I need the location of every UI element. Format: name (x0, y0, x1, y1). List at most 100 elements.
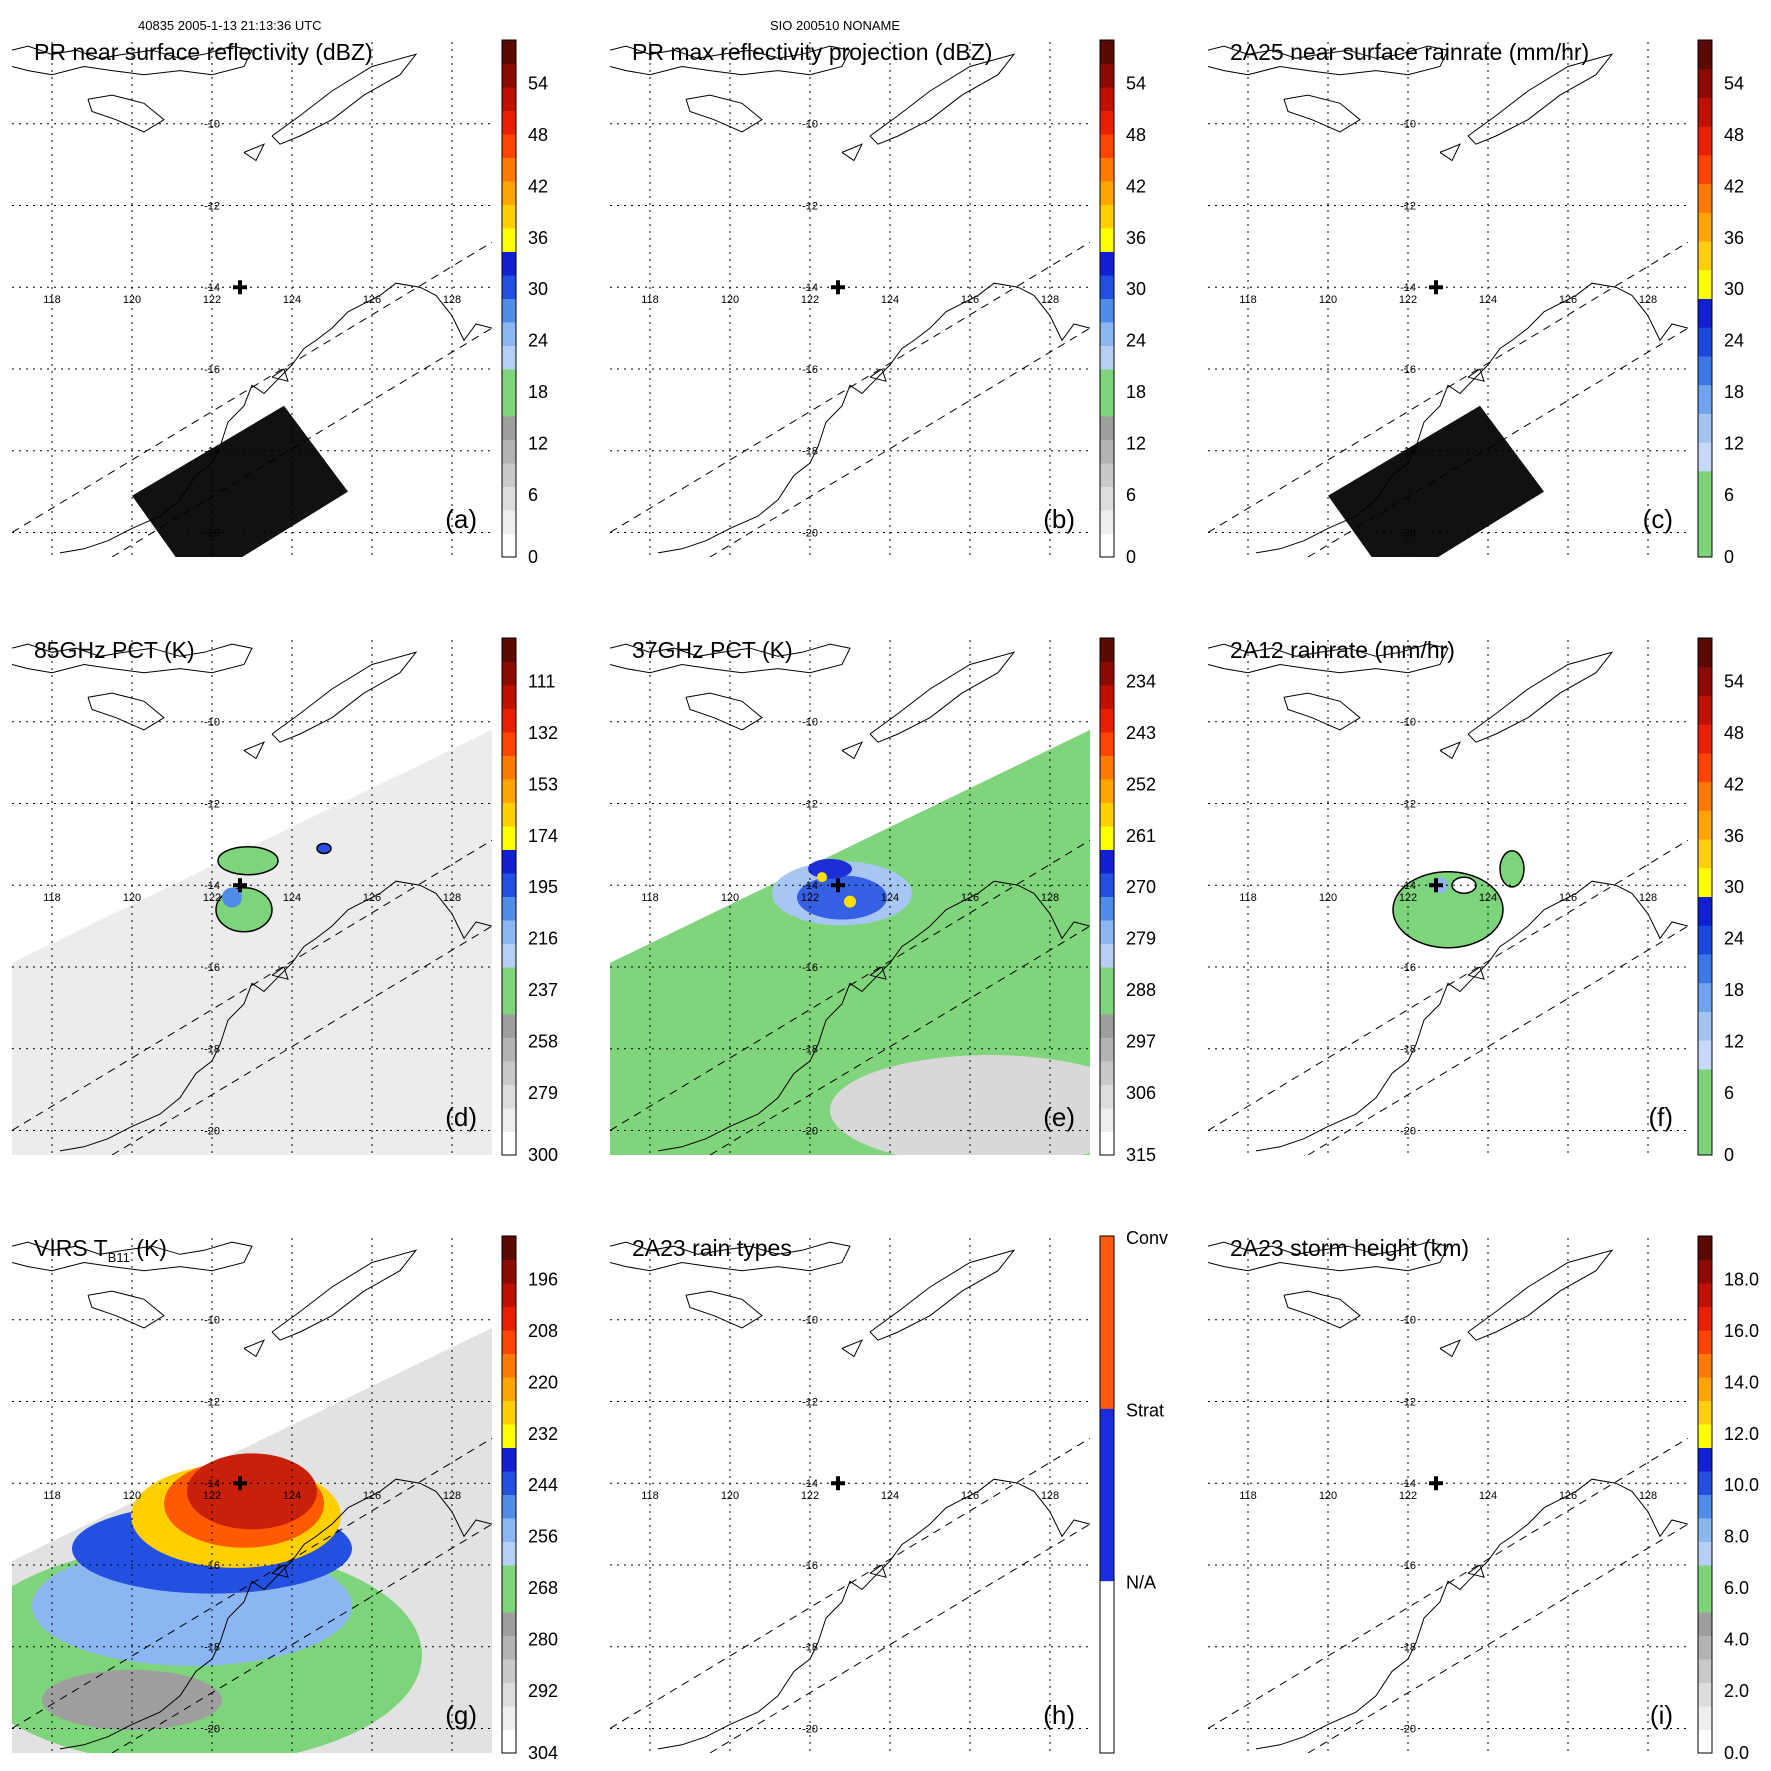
colorbar-swatch (1698, 499, 1712, 529)
colorbar-swatch (502, 1682, 516, 1707)
colorbar-swatch (1698, 1259, 1712, 1284)
colorbar-swatch (1100, 369, 1114, 393)
colorbar-tick-label: 279 (1126, 929, 1156, 949)
colorbar-swatch (502, 1447, 516, 1472)
colorbar-tick-label: 30 (1126, 279, 1146, 299)
colorbar-swatch (502, 1471, 516, 1495)
map-panel-d: 118 120 122 124 126 128 -10 -12 -14 -16 -18 -20 85GH… (12, 637, 558, 1165)
coastline (12, 1241, 492, 1750)
colorbar-swatch (1100, 779, 1114, 803)
colorbar-tick-label: 258 (528, 1032, 558, 1052)
field-blob (187, 1453, 317, 1530)
colorbar-swatch (1698, 355, 1712, 386)
colorbar-swatch (1100, 849, 1114, 874)
colorbar-tick-label: 243 (1126, 723, 1156, 743)
lon-tick-label: 124 (1479, 294, 1497, 306)
swath-edge (709, 1523, 1090, 1753)
lat-tick-label: -14 (204, 880, 220, 892)
field-blob (817, 872, 827, 883)
colorbar-tick-label: 256 (528, 1527, 558, 1547)
colorbar-tick-label: 18 (1126, 382, 1146, 402)
colorbar-swatch (1698, 781, 1712, 811)
lon-tick-label: 126 (1559, 294, 1577, 306)
colorbar-tick-label: 18 (1724, 382, 1744, 402)
colorbar-swatch (502, 486, 516, 511)
colorbar-swatch (1698, 68, 1712, 98)
lat-tick-label: -12 (204, 798, 220, 810)
colorbar-swatch (1100, 87, 1114, 111)
colorbar-swatch (502, 40, 516, 64)
swath-edge (12, 241, 492, 533)
colorbar-swatch (1100, 510, 1114, 534)
colorbar-h: Conv Strat N/A (1099, 1228, 1168, 1754)
swath-edge (111, 925, 492, 1155)
colorbar-tick-label: 2.0 (1724, 1681, 1749, 1701)
colorbar-tick-label: 10.0 (1724, 1475, 1759, 1495)
colorbar-swatch (502, 1353, 516, 1378)
colorbar-tick-label: 24 (528, 331, 548, 351)
lon-tick-label: 124 (881, 892, 899, 904)
colorbar-swatch (1100, 345, 1114, 370)
panel-label: (c) (1643, 504, 1673, 534)
storm-center-marker (1429, 1476, 1443, 1491)
lat-tick-label: -14 (802, 282, 818, 294)
colorbar-swatch (1698, 982, 1712, 1012)
colorbar-tick-label: 306 (1126, 1083, 1156, 1103)
lat-tick-label: -10 (802, 119, 818, 131)
lon-tick-label: 128 (443, 892, 461, 904)
field-blob (222, 887, 242, 908)
colorbar-swatch (502, 1729, 516, 1754)
colorbar-swatch (1698, 839, 1712, 869)
colorbar-tick-label: 261 (1126, 826, 1156, 846)
colorbar-swatch (1100, 896, 1114, 921)
lat-tick-label: -18 (802, 446, 818, 458)
lon-tick-label: 118 (43, 1490, 61, 1502)
colorbar-tick-label: 300 (528, 1145, 558, 1165)
colorbar-swatch (502, 157, 516, 182)
colorbar-frame (501, 39, 517, 558)
colorbar-swatch (1698, 1494, 1712, 1519)
colorbar-tick-label: 24 (1724, 929, 1744, 949)
colorbar-swatch (502, 1424, 516, 1448)
colorbar-tick-label: 216 (528, 929, 558, 949)
lon-tick-label: 126 (961, 1490, 979, 1502)
lon-tick-label: 128 (1041, 294, 1059, 306)
colorbar-swatch (1698, 1040, 1712, 1070)
lat-tick-label: -20 (204, 527, 220, 539)
lat-tick-label: -16 (1400, 364, 1416, 376)
colorbar-swatch (1698, 666, 1712, 696)
colorbar-swatch (1100, 826, 1114, 850)
colorbar-swatch (502, 392, 516, 417)
colorbar-swatch (1698, 810, 1712, 840)
lon-tick-label: 128 (1639, 1490, 1657, 1502)
colorbar-swatch (502, 181, 516, 205)
colorbar-swatch (1100, 110, 1114, 135)
storm-center-marker (233, 1476, 247, 1491)
colorbar-e: 234 243 252 261 270 279 288 297 306 315 (1099, 637, 1156, 1165)
colorbar-swatch (1100, 439, 1114, 464)
lon-tick-label: 122 (801, 294, 819, 306)
colorbar-tick-label: 6 (1724, 485, 1734, 505)
swath-edge (12, 839, 492, 1131)
colorbar-tick-label: 42 (1724, 176, 1744, 196)
tmi-swath (12, 729, 492, 1155)
coastline (12, 45, 492, 554)
swath-edge (709, 327, 1090, 557)
field-blob (217, 845, 279, 876)
colorbar-swatch (502, 1400, 516, 1425)
colorbar-tick-label: 0 (528, 547, 538, 567)
colorbar-swatch (1698, 695, 1712, 725)
lat-tick-label: -10 (204, 119, 220, 131)
colorbar-swatch (1698, 40, 1712, 70)
swath-edge (1208, 241, 1688, 533)
colorbar-swatch (502, 251, 516, 276)
data-field (610, 42, 1090, 557)
colorbar-swatch (1100, 638, 1114, 662)
colorbar-tick-label: 54 (528, 73, 548, 93)
colorbar-swatch (502, 63, 516, 88)
lon-tick-label: 118 (1239, 1490, 1257, 1502)
lon-tick-label: 128 (1041, 1490, 1059, 1502)
colorbar-tick-label: 279 (528, 1083, 558, 1103)
colorbar-swatch (502, 1541, 516, 1566)
lat-tick-label: -18 (204, 446, 220, 458)
